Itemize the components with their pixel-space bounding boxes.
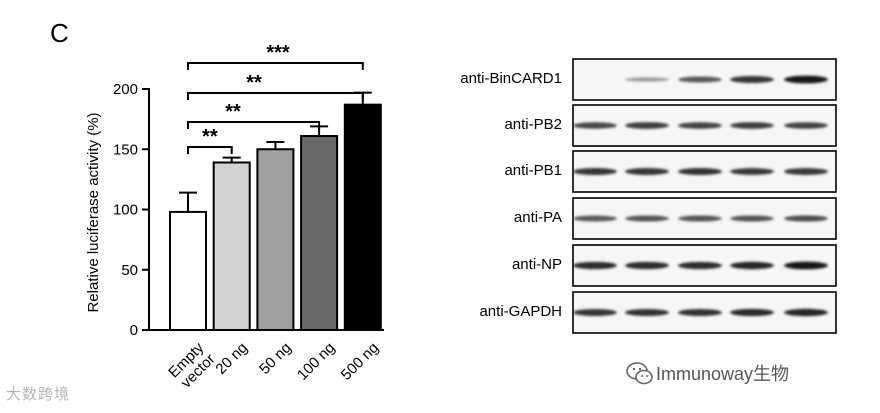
blot-band <box>678 215 722 222</box>
blot-band <box>730 261 774 270</box>
blot-row-label: anti-PB1 <box>504 161 562 179</box>
y-tick-label: 100 <box>113 202 138 219</box>
blot-band <box>678 308 722 317</box>
blot-band <box>573 122 617 129</box>
bar <box>212 161 251 331</box>
blot-band <box>625 261 669 270</box>
watermark-left: 大数跨境 <box>6 386 71 403</box>
significance-label: ** <box>246 72 262 94</box>
blot-band <box>678 76 722 83</box>
blot-row-label: anti-NP <box>511 255 562 273</box>
bar <box>300 134 339 331</box>
significance-label: *** <box>266 42 290 64</box>
blot-band <box>730 76 774 83</box>
significance-bracket <box>187 121 321 129</box>
blot-band <box>784 215 828 222</box>
blot-band <box>784 168 828 175</box>
blot-band <box>730 168 774 175</box>
significance-bracket <box>187 92 364 100</box>
blot-band <box>730 215 774 222</box>
blot-band <box>784 261 828 270</box>
blot-band <box>625 168 669 175</box>
significance-label: ** <box>202 126 218 148</box>
bar <box>256 148 295 331</box>
blot-row-label: anti-PA <box>513 208 562 226</box>
bar-chart: 0 50 100 150 200 Relative luciferase activity… <box>85 42 384 392</box>
y-tick-label: 0 <box>130 322 138 339</box>
watermark-right: Immunoway生物 <box>656 364 790 384</box>
blot-band <box>784 122 828 129</box>
blot-band <box>625 215 669 222</box>
blot-band <box>625 122 669 129</box>
blot-row-label: anti-GAPDH <box>479 302 562 320</box>
blot-band <box>573 261 617 270</box>
significance-label: ** <box>225 101 241 123</box>
significance-bracket <box>187 146 233 154</box>
bar <box>343 103 382 332</box>
y-axis-label: Relative luciferase activity (%) <box>85 112 102 312</box>
blot-band <box>625 77 669 82</box>
blot-band <box>730 308 774 317</box>
blot-band <box>730 122 774 129</box>
blot-band <box>784 75 828 84</box>
blot-band <box>625 308 669 317</box>
y-tick-label: 150 <box>113 141 138 158</box>
blot-band <box>678 261 722 270</box>
blot-band <box>678 167 722 176</box>
significance-bracket <box>187 62 364 70</box>
y-tick-label: 200 <box>113 81 138 98</box>
blot-row-label: anti-BinCARD1 <box>460 69 562 87</box>
blot-band <box>573 309 617 316</box>
blot-row-label: anti-PB2 <box>504 115 562 133</box>
blot-band <box>784 308 828 317</box>
wechat-icon <box>626 362 653 385</box>
blot-band <box>573 168 617 175</box>
blot-band <box>573 215 617 222</box>
panel-letter: C <box>50 18 69 48</box>
y-tick-label: 50 <box>121 262 138 279</box>
blot-band <box>678 122 722 129</box>
